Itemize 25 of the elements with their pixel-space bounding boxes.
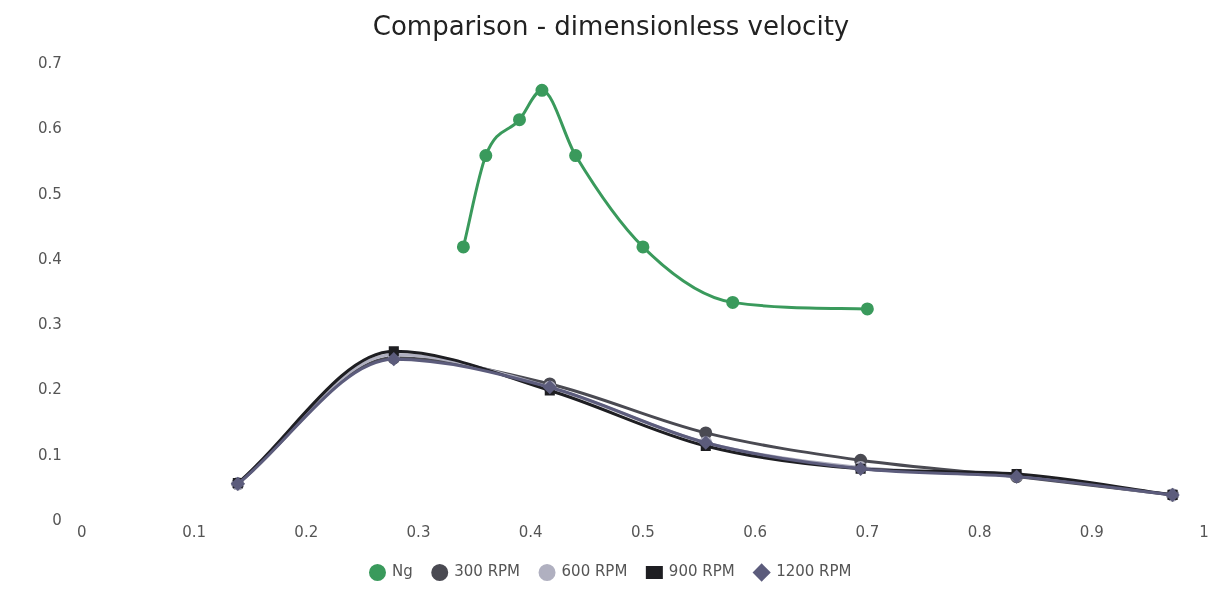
y-tick-label: 0.5 [38, 184, 62, 203]
x-tick-label: 0.3 [406, 522, 431, 541]
x-tick-label: 0.8 [967, 522, 992, 541]
x-tick-label: 0.6 [743, 522, 768, 541]
chart-title: Comparison - dimensionless velocity [372, 11, 850, 42]
x-tick-label: 0.9 [1079, 522, 1104, 541]
x-tick-label: 0.4 [518, 522, 543, 541]
x-tick-label: 0.1 [182, 522, 206, 541]
legend-label: 900 RPM [668, 562, 735, 581]
y-tick-label: 0.7 [38, 54, 62, 73]
legend-label: 1200 RPM [776, 562, 852, 581]
y-tick-label: 0.6 [38, 119, 62, 138]
x-tick-label: 0.2 [294, 522, 319, 541]
x-tick-label: 0.7 [855, 522, 880, 541]
x-tick-label: 0 [77, 522, 87, 541]
y-tick-label: 0 [52, 510, 62, 529]
legend-label: 600 RPM [561, 562, 628, 581]
y-tick-label: 0.2 [38, 380, 62, 399]
x-tick-label: 0.5 [631, 522, 655, 541]
legend-label: 300 RPM [454, 562, 521, 581]
y-tick-label: 0.4 [38, 249, 62, 268]
legend-label: Ng [391, 562, 413, 581]
x-tick-label: 1 [1199, 522, 1209, 541]
y-tick-label: 0.3 [38, 315, 62, 334]
y-tick-label: 0.1 [38, 445, 62, 464]
